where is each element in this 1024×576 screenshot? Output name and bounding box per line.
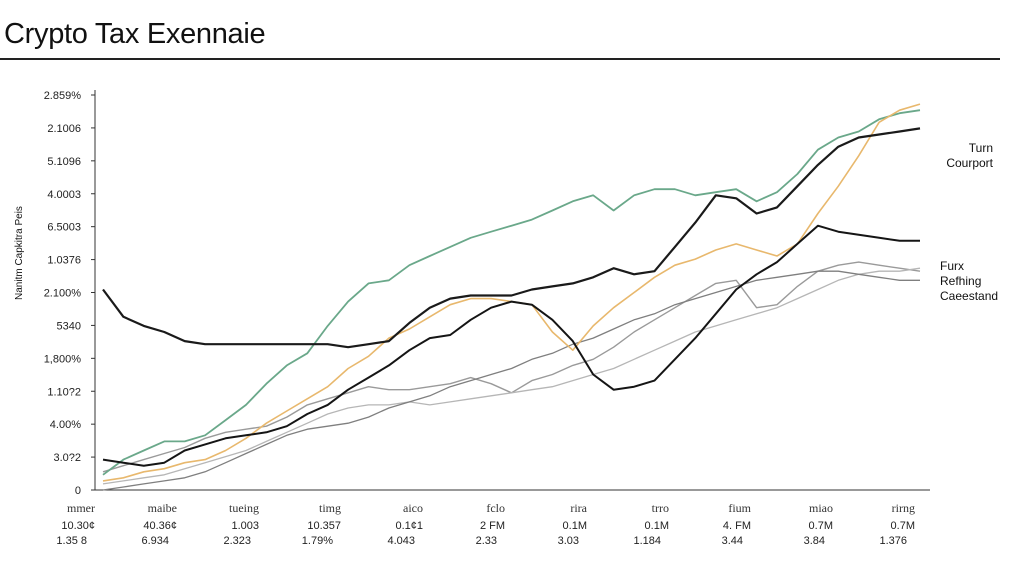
legend-item: Furx <box>940 259 964 273</box>
y-tick-label: 3.0?2 <box>53 452 81 464</box>
x-value-label: 0.7M <box>891 520 915 532</box>
x-value-label: 40.36¢ <box>143 520 177 532</box>
y-tick-label: 2.1006 <box>47 123 81 135</box>
x-category-label: maibe <box>148 501 177 515</box>
x-value-row-2: 1.35 8 6.934 2.323 1.79% 4.043 2.33 3.03 1.184 3… <box>56 535 907 547</box>
x-value-label: 4.043 <box>387 535 415 547</box>
legend-item: Courport <box>946 156 993 170</box>
x-value-label: 2.323 <box>223 535 251 547</box>
legend-item: Refhing <box>940 274 982 288</box>
series-line <box>102 224 920 467</box>
x-value-label: 1.184 <box>633 535 661 547</box>
y-tick-label: 5.1096 <box>47 156 81 168</box>
x-value-label: 0.1M <box>563 520 587 532</box>
y-tick-labels: 0 3.0?2 4.00% 1.10?2 1,800% 5340 2.100% 1.0376 6… <box>44 90 95 497</box>
legend-top: Turn Courport <box>946 141 993 171</box>
x-category-labels: mmer maibe tueing timg aico fclo rira trro fium m… <box>67 501 915 515</box>
series-line <box>102 103 921 482</box>
x-category-label: fclo <box>486 501 505 515</box>
x-category-label: tueing <box>229 501 259 515</box>
series-line <box>102 127 921 349</box>
chart-axes <box>94 90 930 491</box>
series-line-light <box>102 270 920 491</box>
x-value-label: 1.79% <box>302 535 333 547</box>
y-tick-label: 2.859% <box>44 90 82 102</box>
y-tick-label: 2.100% <box>44 288 82 300</box>
x-category-label: trro <box>652 501 669 515</box>
x-value-label: 0.1M <box>645 520 669 532</box>
legend-mid: Furx Refhing Caeestand <box>940 259 998 304</box>
x-value-label: 0.1¢1 <box>395 520 423 532</box>
x-category-label: rira <box>570 501 587 515</box>
x-category-label: fium <box>728 501 751 515</box>
series-line-light <box>102 267 921 485</box>
x-value-label: 3.84 <box>804 535 825 547</box>
y-tick-label: 1.0376 <box>47 255 81 267</box>
x-category-label: rirng <box>892 501 915 515</box>
x-value-label: 2.33 <box>476 535 497 547</box>
x-value-label: 2 FM <box>480 520 505 532</box>
y-tick-label: 4.00% <box>50 419 81 431</box>
x-category-label: miao <box>809 501 833 515</box>
series-line-light <box>102 261 921 473</box>
legend-item: Caeestand <box>940 289 999 303</box>
y-tick-label: 1,800% <box>44 353 82 365</box>
x-category-label: aico <box>403 501 423 515</box>
series-lines <box>102 103 921 491</box>
y-tick-label: 1.10?2 <box>47 386 81 398</box>
series-line <box>102 109 921 476</box>
y-tick-label: 5340 <box>57 320 81 332</box>
x-category-label: mmer <box>67 501 95 515</box>
chart-title: Crypto Tax Exennaie <box>4 18 266 50</box>
x-value-label: 1.376 <box>879 535 907 547</box>
x-value-label: 6.934 <box>141 535 169 547</box>
x-value-label: 1.003 <box>231 520 259 532</box>
x-value-label: 10.30¢ <box>61 520 95 532</box>
y-tick-label: 6.5003 <box>47 222 81 234</box>
x-category-label: timg <box>319 501 341 515</box>
x-value-label: 10.357 <box>307 520 341 532</box>
x-value-label: 4. FM <box>723 520 751 532</box>
x-value-label: 0.7M <box>809 520 833 532</box>
title-underline <box>0 58 1000 60</box>
y-tick-label: 4.0003 <box>47 189 81 201</box>
x-value-label: 1.35 8 <box>56 535 87 547</box>
x-value-label: 3.44 <box>722 535 743 547</box>
y-tick-label: 0 <box>75 485 81 497</box>
legend-item: Turn <box>968 141 993 155</box>
x-value-label: 3.03 <box>558 535 579 547</box>
x-value-row-1: 10.30¢ 40.36¢ 1.003 10.357 0.1¢1 2 FM 0.1M 0.1M… <box>61 520 915 532</box>
